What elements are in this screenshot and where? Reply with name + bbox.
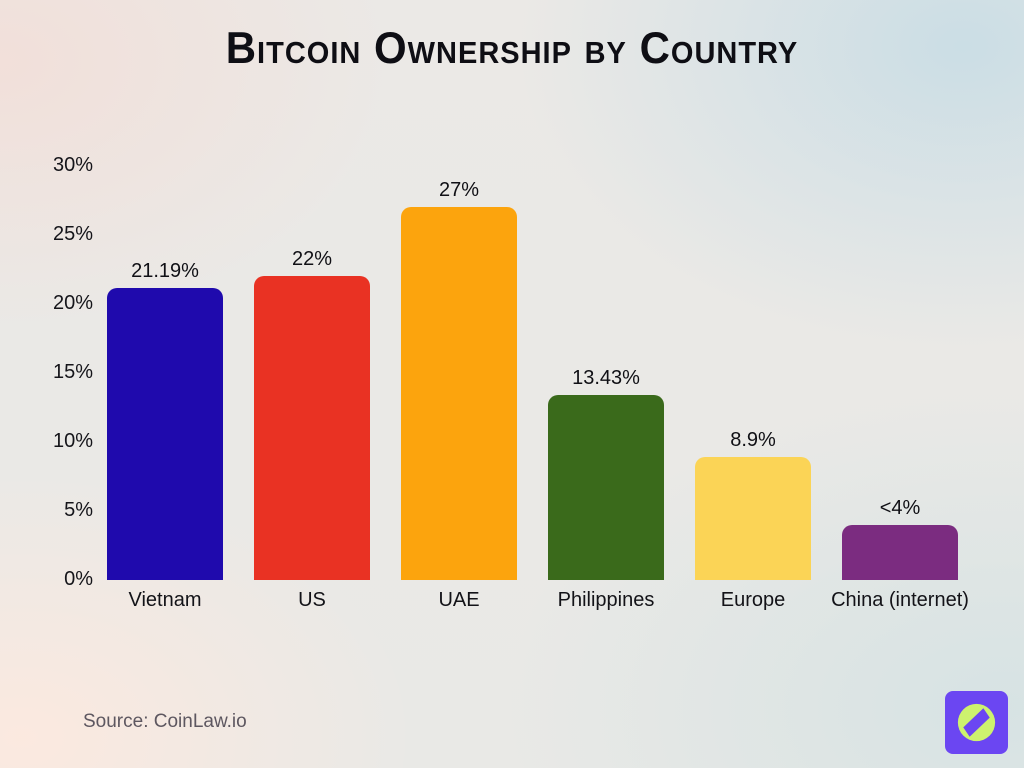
y-axis-tick-label: 25%: [52, 223, 93, 246]
brand-logo: [945, 691, 1008, 754]
x-axis-category-label: US: [298, 589, 326, 611]
bar-china-internet: [842, 525, 958, 580]
compass-icon: [957, 703, 996, 742]
x-axis-category-label: Vietnam: [128, 589, 202, 611]
x-axis-category-label: China (internet): [831, 589, 969, 611]
y-axis-tick-label: 0%: [64, 568, 93, 591]
bar-europe: [695, 457, 811, 580]
bar-value-label: 8.9%: [730, 429, 776, 451]
bar-philippines: [548, 395, 664, 580]
y-axis-tick-label: 5%: [64, 499, 93, 522]
x-axis-category-label: UAE: [438, 589, 480, 611]
source-credit: Source: CoinLaw.io: [83, 711, 247, 732]
chart-title: Bitcoin Ownership by Country: [225, 22, 799, 73]
y-axis-tick-label: 30%: [52, 154, 93, 177]
y-axis-tick-label: 15%: [52, 361, 93, 384]
bar-value-label: 21.19%: [131, 260, 199, 282]
bar-value-label: 27%: [438, 179, 480, 201]
y-axis-tick-label: 20%: [52, 292, 93, 315]
bar-us: [254, 276, 370, 580]
bar-value-label: <4%: [879, 497, 921, 519]
bar-vietnam: [107, 288, 223, 580]
x-axis-category-label: Europe: [720, 589, 786, 611]
bar-uae: [401, 207, 517, 580]
bar-value-label: 13.43%: [572, 367, 640, 389]
x-axis-category-label: Philippines: [557, 589, 655, 611]
y-axis-tick-label: 10%: [52, 430, 93, 453]
bar-value-label: 22%: [291, 248, 333, 270]
